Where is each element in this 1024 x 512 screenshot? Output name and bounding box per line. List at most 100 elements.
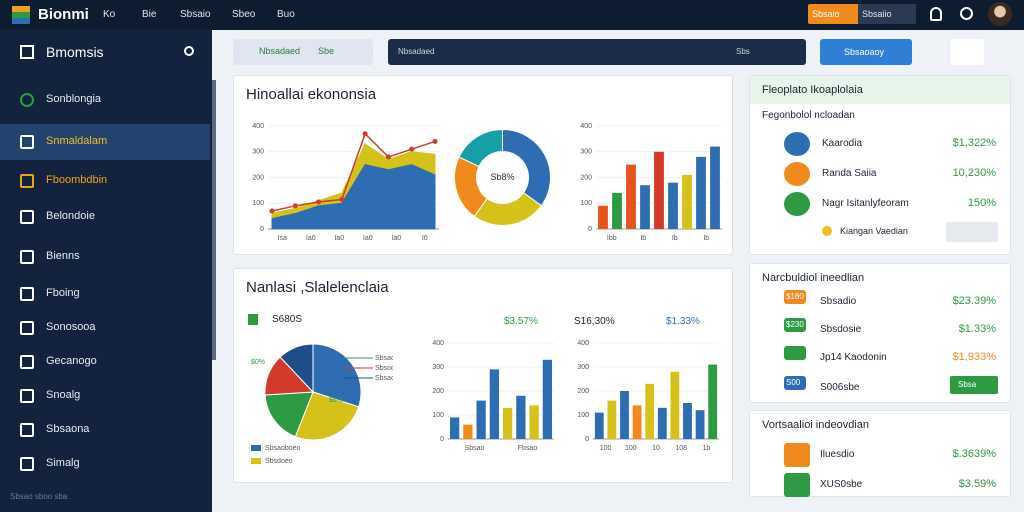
row-value: $3.59% [958,478,996,490]
sidebar-item[interactable]: Fboing [0,276,210,312]
row-value: $23.39% [952,295,996,307]
y-tick-label: 400 [580,123,592,130]
nav-link[interactable]: Buo [277,9,295,20]
nav-link[interactable]: Bie [142,9,157,20]
bar [594,412,604,439]
item-label: Sbsaona [46,423,90,435]
item-icon [20,250,34,264]
bar [529,405,539,439]
item-icon [20,93,34,107]
chart: Sb8% [454,128,551,226]
item-label: Belondoie [46,210,95,222]
bar [710,146,720,229]
y-tick-label: 0 [588,226,592,233]
sidebar-footer: Sbsao sboo sba [10,492,68,501]
row-value: 10,230% [952,167,996,179]
bar [654,151,664,229]
sidebar-item[interactable]: Belondoie [0,199,210,235]
point [432,138,438,144]
search-bar[interactable]: Nbsadaed Sbs [388,39,806,65]
bar [626,164,636,229]
bar [696,156,706,229]
x-tick-label: Isa [278,235,287,242]
row-icon [784,192,810,216]
dark-button[interactable]: Sbsaiio [858,4,916,24]
sidebar-item[interactable]: Snoalg [0,378,210,414]
row-icon [784,318,806,332]
bar [640,185,650,229]
y-tick-label: 300 [577,364,589,371]
y-tick-label: 400 [432,340,444,347]
bar [463,424,473,439]
row-icon [784,346,806,360]
nav-link[interactable]: Ko [103,9,116,20]
orange-button[interactable]: Sbsaio [808,4,858,24]
point [316,199,322,205]
sidebar-item[interactable]: Sonosooa [0,310,210,346]
chart: 0 100 200 300 400 Isa Ia0 Ia0 Ia0 Ia0 I0 [252,123,439,242]
callout: Sbsao [375,375,393,382]
panel-subtitle: Fegonbolol ncloadan [762,110,855,121]
card-title: Hinoallai ekononsia [246,86,377,103]
item-label: Sonosooa [46,321,96,333]
primary-button[interactable]: Sbsaoaoy [820,39,912,65]
x-tick-label: Ib [703,235,709,242]
sidebar-item[interactable]: Bienns [0,239,210,275]
panel-footer: Kiangan Vaedian [840,226,908,236]
bar [668,182,678,229]
slice [312,343,362,408]
nav-link[interactable]: Sbeo [232,9,256,20]
y-tick-label: 0 [260,226,264,233]
slice [279,343,314,394]
item-icon [20,355,34,369]
filter-tag: Sbe [318,46,335,56]
x-tick-label: Fbsao [518,445,538,452]
callout: Sbsao [375,355,393,362]
top-bar: Bionmi Ko Bie Sbsaio Sbeo Buo Sbsaio Sbsaiio [0,0,1024,30]
sidebar-item[interactable]: Sbsaona [0,412,210,448]
y-tick-label: 200 [252,174,264,181]
chart: 0 100 200 300 400 Ibb Ib Ib Ib [580,123,722,242]
y-tick-label: 100 [252,200,264,207]
search-icon[interactable] [184,46,194,56]
item-icon [20,457,34,471]
brand: Bionmi [38,6,89,23]
sidebar-icon [20,45,34,59]
x-tick-label: I0 [422,235,428,242]
sidebar-item[interactable]: Snmaldalam [0,124,210,160]
chart: Sbsao Sbsoo Sbsao $0% $6% Sbsaoboeo Sbsdoeo [251,343,393,465]
bar [670,371,680,439]
sidebar-item[interactable]: Sonblongia [0,82,210,118]
user-icon[interactable] [930,7,942,21]
slice-label: $0% [251,359,265,366]
icon-button[interactable] [950,39,984,65]
x-tick-label: Sbsao [465,445,485,452]
row-value: $1,933% [952,351,996,363]
footer-field[interactable] [946,222,998,242]
sidebar-title: Bmomsis [46,44,104,60]
y-tick-label: 100 [580,200,592,207]
bar [695,410,705,439]
x-tick-label: 108 [675,445,687,452]
x-tick-label: 10 [652,445,660,452]
sidebar-item[interactable]: Gecanogo [0,344,210,380]
row-icon [784,473,810,497]
item-label: Snmaldalam [46,135,108,147]
avatar[interactable] [988,2,1012,26]
search-text: Nbsadaed [398,47,435,56]
nav-link[interactable]: Sbsaio [180,9,211,20]
y-tick-label: 400 [252,123,264,130]
bell-icon[interactable] [960,7,973,20]
row-label: Randa Saiia [822,168,877,179]
sidebar-item[interactable]: Fboombdbin [0,163,210,199]
sidebar-item[interactable]: Simalg [0,446,210,482]
legend-swatch [251,458,261,464]
x-tick-label: Ib [672,235,678,242]
y-tick-label: 300 [432,364,444,371]
x-tick-label: Ia0 [334,235,344,242]
filter[interactable]: Nbsadaed [233,39,373,65]
y-tick-label: 300 [252,149,264,156]
row-label: Nagr Isitanlyfeoram [822,198,909,209]
legend-label: Sbsdoeo [265,458,293,465]
panel-button[interactable]: Sbsa [950,376,998,394]
